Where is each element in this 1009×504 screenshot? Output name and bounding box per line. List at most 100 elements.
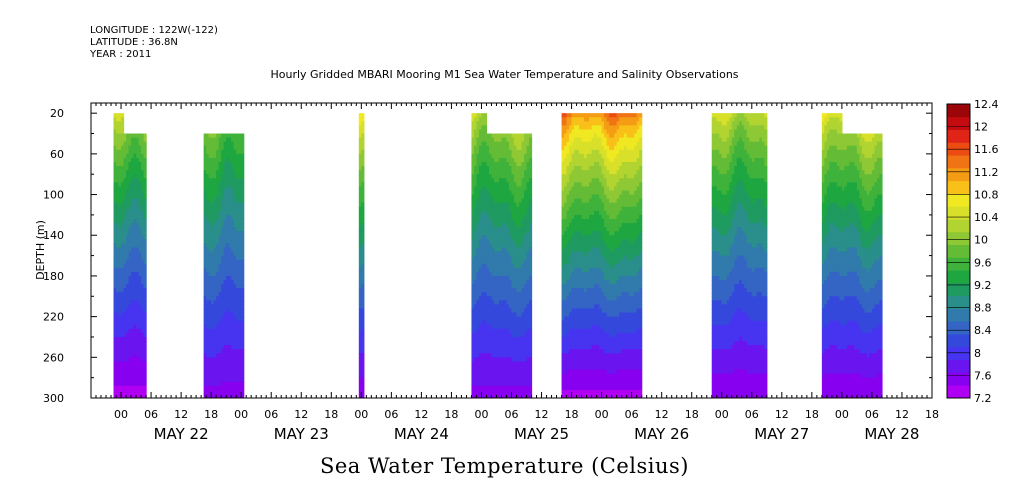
field-cell bbox=[121, 275, 125, 281]
field-cell bbox=[501, 247, 505, 253]
field-cell bbox=[233, 341, 237, 346]
field-cell bbox=[223, 190, 227, 196]
field-cell bbox=[136, 137, 140, 143]
field-cell bbox=[491, 275, 495, 281]
field-cell bbox=[498, 328, 503, 334]
field-cell bbox=[231, 141, 235, 147]
field-cell bbox=[116, 288, 120, 293]
field-cell bbox=[508, 190, 513, 196]
field-cell bbox=[238, 206, 242, 212]
field-cell bbox=[123, 157, 127, 163]
field-cell bbox=[128, 288, 132, 293]
field-cell bbox=[131, 170, 135, 175]
field-cell bbox=[478, 186, 483, 192]
field-cell bbox=[131, 267, 135, 273]
field-cell bbox=[228, 292, 232, 297]
field-cell bbox=[238, 227, 242, 232]
field-cell bbox=[236, 133, 240, 139]
field-cell bbox=[483, 267, 488, 273]
field-cell bbox=[233, 324, 237, 330]
field-cell bbox=[508, 377, 513, 383]
field-cell bbox=[473, 320, 478, 326]
field-cell bbox=[508, 284, 513, 289]
field-cell bbox=[501, 194, 505, 200]
field-cell bbox=[116, 223, 120, 228]
field-cell bbox=[123, 251, 127, 257]
field-cell bbox=[213, 361, 217, 367]
field-cell bbox=[496, 316, 500, 322]
field-cell bbox=[473, 198, 478, 204]
field-cell bbox=[141, 133, 145, 139]
field-cell bbox=[476, 312, 480, 318]
field-cell bbox=[506, 198, 510, 204]
field-cell bbox=[141, 381, 145, 387]
field-cell bbox=[211, 389, 215, 395]
field-cell bbox=[226, 194, 230, 200]
field-cell bbox=[486, 336, 490, 342]
field-cell bbox=[116, 218, 120, 224]
field-cell bbox=[221, 361, 225, 367]
field-cell bbox=[216, 353, 220, 358]
field-cell bbox=[113, 292, 117, 297]
field-cell bbox=[488, 288, 493, 293]
field-cell bbox=[226, 308, 230, 314]
field-cell bbox=[231, 357, 235, 362]
field-cell bbox=[136, 369, 140, 375]
field-cell bbox=[126, 251, 130, 257]
field-cell bbox=[358, 292, 362, 297]
field-cell bbox=[216, 133, 220, 139]
field-cell bbox=[216, 288, 220, 293]
field-cell bbox=[233, 231, 237, 236]
field-cell bbox=[141, 288, 145, 293]
field-cell bbox=[508, 247, 513, 253]
field-cell bbox=[216, 223, 220, 228]
field-cell bbox=[493, 320, 498, 326]
field-cell bbox=[221, 288, 225, 293]
field-cell bbox=[478, 316, 483, 322]
field-cell bbox=[211, 149, 215, 155]
field-cell bbox=[138, 308, 142, 314]
field-cell bbox=[493, 365, 498, 371]
field-cell bbox=[116, 267, 120, 273]
field-cell bbox=[121, 214, 125, 220]
field-cell bbox=[236, 231, 240, 236]
field-cell bbox=[208, 275, 212, 281]
field-cell bbox=[136, 198, 140, 204]
field-cell bbox=[503, 324, 508, 330]
field-cell bbox=[123, 332, 127, 338]
field-cell bbox=[486, 280, 490, 285]
field-cell bbox=[488, 267, 493, 273]
field-cell bbox=[476, 328, 480, 334]
field-cell bbox=[116, 227, 120, 232]
field-cell bbox=[206, 186, 210, 192]
field-cell bbox=[511, 141, 515, 147]
field-cell bbox=[203, 296, 207, 301]
field-cell bbox=[123, 186, 127, 192]
field-cell bbox=[483, 304, 488, 310]
field-cell bbox=[508, 223, 513, 228]
field-cell bbox=[121, 324, 125, 330]
field-cell bbox=[223, 223, 227, 228]
field-cell bbox=[358, 235, 362, 240]
field-cell bbox=[226, 223, 230, 228]
field-cell bbox=[358, 320, 362, 326]
field-cell bbox=[118, 300, 122, 306]
field-cell bbox=[126, 349, 130, 354]
field-cell bbox=[113, 341, 117, 346]
field-cell bbox=[238, 223, 242, 228]
field-cell bbox=[241, 271, 245, 277]
field-cell bbox=[213, 214, 217, 220]
field-cell bbox=[478, 239, 483, 244]
field-cell bbox=[514, 247, 518, 253]
field-cell bbox=[473, 210, 478, 216]
field-cell bbox=[126, 389, 130, 395]
field-cell bbox=[213, 190, 217, 196]
field-cell bbox=[208, 162, 212, 167]
field-cell bbox=[486, 190, 490, 196]
field-cell bbox=[208, 174, 212, 179]
field-cell bbox=[123, 182, 127, 188]
field-cell bbox=[506, 389, 510, 395]
field-cell bbox=[514, 243, 518, 249]
field-cell bbox=[361, 202, 365, 208]
field-cell bbox=[471, 312, 475, 318]
